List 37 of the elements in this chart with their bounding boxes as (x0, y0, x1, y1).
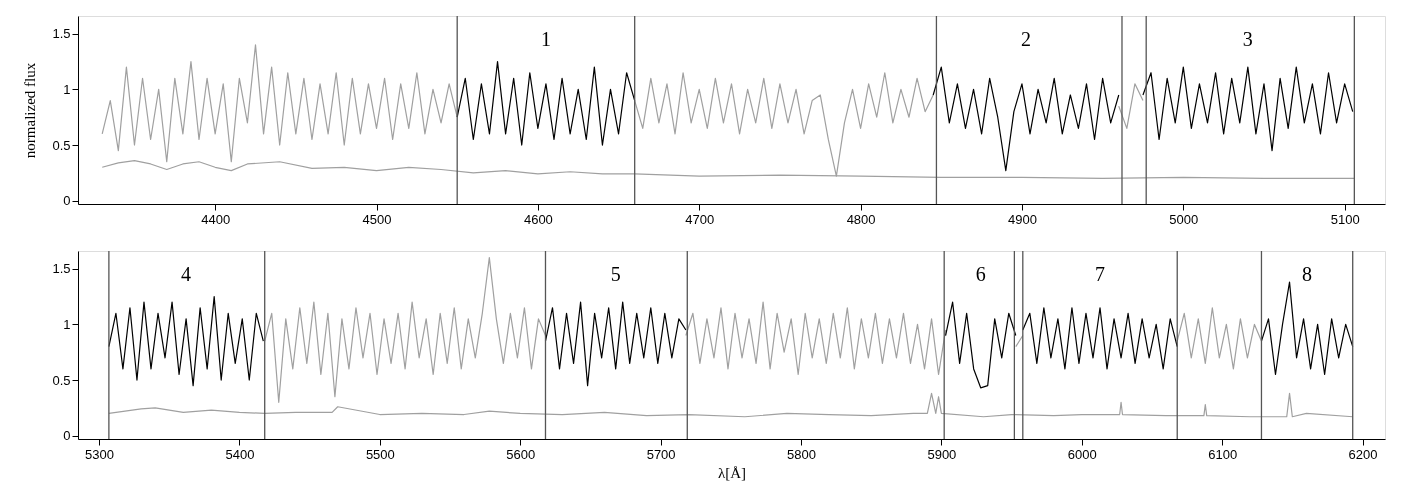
annotation: 3 (1242, 28, 1253, 50)
x-tick-label: 6200 (1348, 446, 1378, 462)
x-tick-label: 4700 (685, 211, 715, 227)
x-tick-label: 4400 (201, 211, 231, 227)
x-tick-label: 5000 (1169, 211, 1199, 227)
annotation: 4 (181, 263, 192, 285)
x-tick-label: 5400 (225, 446, 255, 462)
y-tick-label: 0 (63, 428, 71, 444)
y-axis-title: normalized flux (22, 62, 39, 159)
annotation: 5 (610, 263, 621, 285)
y-tick-label: 1.5 (52, 26, 71, 42)
annotation: 1 (540, 28, 551, 50)
x-tick-label: 5300 (85, 446, 115, 462)
annotation: 6 (975, 263, 986, 285)
x-tick-label: 5100 (1330, 211, 1360, 227)
y-tick-label: 0 (63, 193, 71, 209)
x-tick-label: 5600 (506, 446, 536, 462)
x-tick-label: 6100 (1208, 446, 1238, 462)
x-tick-label: 4900 (1007, 211, 1037, 227)
x-axis-title: λ[Å] (717, 464, 747, 481)
y-tick-label: 1.5 (52, 261, 71, 277)
annotation: 7 (1095, 263, 1106, 285)
x-tick-label: 6000 (1067, 446, 1097, 462)
x-tick-label: 5500 (365, 446, 395, 462)
annotation: 8 (1302, 263, 1313, 285)
x-tick-label: 4800 (846, 211, 876, 227)
x-tick-label: 4500 (362, 211, 392, 227)
x-tick-label: 4600 (523, 211, 553, 227)
y-tick-label: 1 (63, 316, 71, 332)
x-tick-label: 5900 (927, 446, 957, 462)
y-tick-label: 0.5 (52, 372, 71, 388)
y-tick-label: 0.5 (52, 137, 71, 153)
annotation: 2 (1020, 28, 1031, 50)
x-tick-label: 5700 (646, 446, 676, 462)
line-series (108, 392, 1354, 418)
y-tick-label: 1 (63, 81, 71, 97)
x-tick-label: 5800 (787, 446, 816, 462)
